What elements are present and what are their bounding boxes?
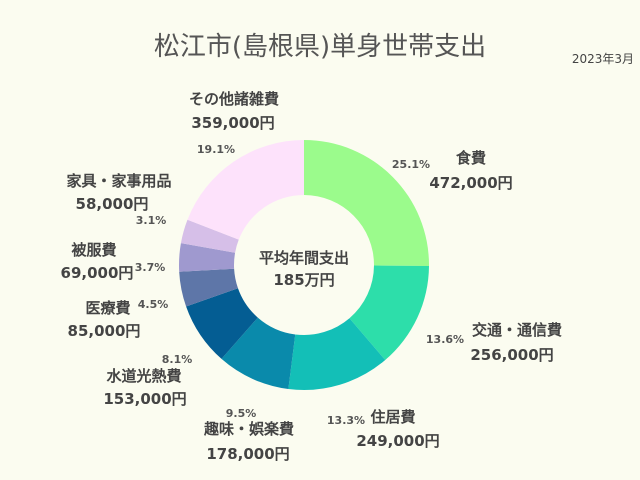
slice-amount-label: 249,000円 [356,432,439,450]
slice-percent-label: 4.5% [138,298,169,311]
slice-percent-label: 13.3% [327,414,365,427]
slice-amount-label: 256,000円 [470,346,553,364]
slice-amount-label: 58,000円 [76,195,149,213]
slice-category-label: 交通・通信費 [472,321,562,339]
slice-category-label: 家具・家事用品 [66,172,171,190]
slice-amount-label: 178,000円 [206,445,289,463]
slice-4 [186,288,258,359]
slice-5 [179,268,238,307]
slice-percent-label: 9.5% [226,407,257,420]
slice-8 [187,140,304,240]
slice-amount-label: 85,000円 [68,322,141,340]
slice-category-label: その他諸雑費 [189,90,279,108]
slice-amount-label: 69,000円 [61,264,134,282]
slice-category-label: 医療費 [85,299,130,317]
center-label: 平均年間支出 [259,249,349,267]
slice-category-label: 被服費 [71,241,116,259]
slice-percent-label: 19.1% [197,143,235,156]
slice-category-label: 趣味・娯楽費 [203,420,294,438]
chart-title: 松江市(島根県)単身世帯支出 [153,32,487,62]
slice-category-label: 水道光熱費 [106,367,181,385]
slice-percent-label: 13.6% [426,333,464,346]
slice-7 [180,219,239,253]
slice-percent-label: 3.7% [135,261,166,274]
slice-amount-label: 472,000円 [429,174,512,192]
slice-0 [304,140,429,266]
date-label: 2023年3月 [571,52,634,66]
slice-category-label: 食費 [456,149,486,167]
center-value: 185万円 [273,271,334,289]
slice-2 [288,318,386,391]
slice-6 [179,243,236,272]
slice-percent-label: 8.1% [162,353,193,366]
slice-percent-label: 3.1% [136,214,167,227]
slice-amount-label: 359,000円 [191,114,274,132]
slice-1 [349,265,429,361]
slice-amount-label: 153,000円 [103,390,186,408]
slice-3 [221,317,296,390]
slice-category-label: 住居費 [370,408,415,426]
slice-percent-label: 25.1% [392,158,430,171]
